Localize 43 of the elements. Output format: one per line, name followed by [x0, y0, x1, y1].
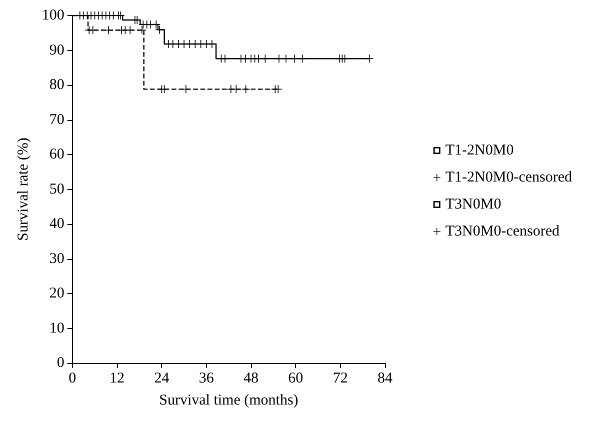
- point: [220, 54, 229, 63]
- point: [254, 54, 262, 63]
- y-tick-label: 30: [49, 250, 64, 267]
- x-tick-label: 0: [68, 370, 76, 386]
- x-tick-label: 48: [244, 370, 259, 386]
- point: [340, 54, 349, 63]
- y-axis-title: Survival rate (%): [16, 138, 32, 241]
- point: [274, 85, 282, 94]
- y-tick-label: 50: [49, 181, 64, 198]
- legend-label: T3N0M0-censored: [445, 224, 560, 240]
- x-tick-label: 60: [288, 370, 304, 386]
- y-tick-label: 100: [42, 8, 64, 24]
- y-tick-label: 0: [56, 355, 64, 371]
- x-tick-label: 84: [378, 370, 393, 386]
- point: [261, 54, 270, 63]
- point: [232, 85, 240, 94]
- legend-label: T1-2N0M0-censored: [445, 170, 572, 186]
- legend-label: T1-2N0M0: [445, 142, 514, 158]
- point: [104, 26, 112, 34]
- y-tick-label: 20: [49, 286, 64, 302]
- y-tick-label: 90: [49, 42, 64, 58]
- x-tick-label: 36: [198, 370, 214, 386]
- point: [242, 85, 250, 94]
- point: [274, 54, 283, 63]
- y-tick-label: 70: [49, 112, 64, 128]
- point: [365, 54, 374, 63]
- y-tick-label: 60: [49, 146, 64, 162]
- point: [290, 54, 299, 63]
- legend-label: T3N0M0: [445, 196, 502, 212]
- point: [138, 26, 146, 34]
- point: [298, 54, 306, 63]
- x-tick-label: 12: [110, 370, 125, 386]
- x-tick-label: 72: [332, 370, 348, 386]
- y-tick-label: 10: [49, 320, 64, 336]
- point: [160, 85, 168, 94]
- point: [182, 85, 190, 94]
- x-tick-label: 24: [154, 370, 170, 386]
- point: [88, 26, 97, 34]
- y-tick-label: 40: [49, 216, 64, 232]
- x-axis-title: Survival time (months): [159, 392, 298, 408]
- point: [282, 54, 290, 63]
- y-tick-label: 80: [49, 77, 64, 93]
- point: [126, 26, 134, 34]
